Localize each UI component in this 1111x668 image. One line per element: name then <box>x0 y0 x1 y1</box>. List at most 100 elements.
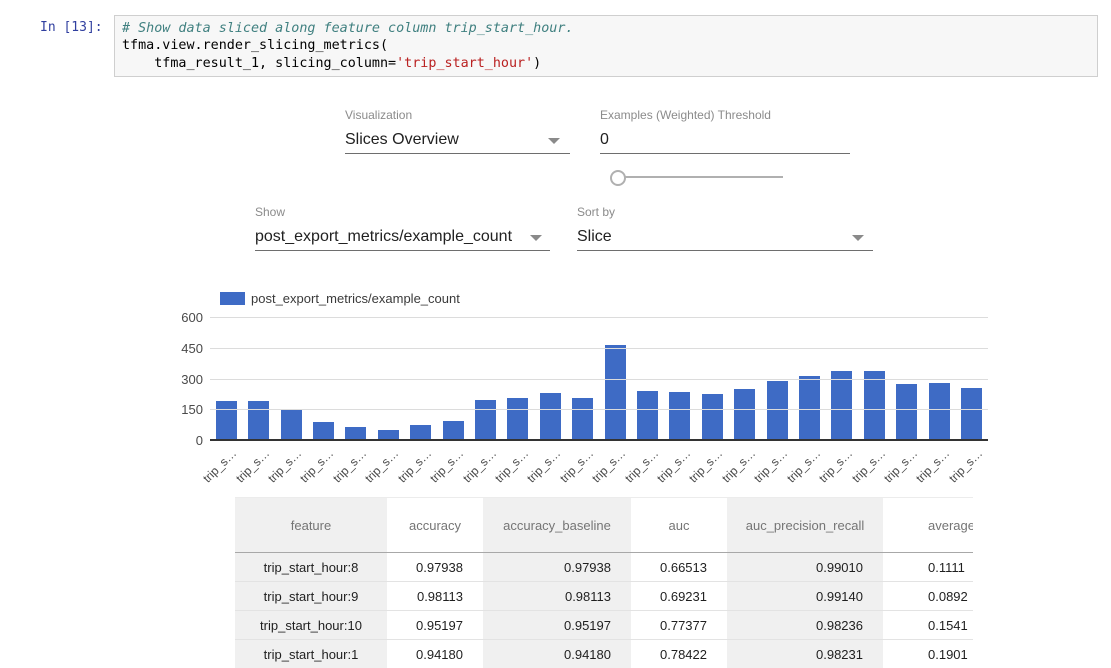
bar[interactable] <box>507 397 529 440</box>
column-header[interactable]: accuracy_baseline <box>483 497 631 553</box>
code-token: tfma.view.render_slicing_metrics( <box>122 38 389 54</box>
table-row[interactable]: trip_start_hour:9 0.98113 0.98113 0.69231 0.… <box>235 581 973 611</box>
gridline <box>210 378 988 380</box>
metric-cell: 0.77377 <box>631 610 727 640</box>
visualization-value[interactable]: Slices Overview <box>345 131 459 148</box>
sort-by-underline <box>577 250 873 251</box>
table-row[interactable]: trip_start_hour:8 0.97938 0.97938 0.66513 0.… <box>235 552 973 582</box>
bar[interactable] <box>669 391 691 440</box>
legend-label: post_export_metrics/example_count <box>251 291 460 306</box>
bar[interactable] <box>604 344 626 440</box>
table-row[interactable]: trip_start_hour:1 0.94180 0.94180 0.78422 0.… <box>235 639 973 668</box>
bar[interactable] <box>701 393 723 440</box>
visualization-underline <box>345 153 570 154</box>
table-body: trip_start_hour:8 0.97938 0.97938 0.66513 0.… <box>235 552 973 668</box>
y-axis-tick-label: 450 <box>181 340 203 356</box>
metric-cell: 0.66513 <box>660 559 707 575</box>
sort-by-label: Sort by <box>577 205 616 219</box>
metric-cell: 0.0892 <box>883 581 973 611</box>
threshold-label: Examples (Weighted) Threshold <box>600 108 771 122</box>
x-axis-line <box>210 439 988 441</box>
bar[interactable] <box>539 393 561 440</box>
bar[interactable] <box>961 387 983 440</box>
show-underline <box>255 250 550 251</box>
metric-cell: 0.99140 <box>727 581 883 611</box>
code-area[interactable]: # Show data sliced along feature column … <box>122 20 1090 72</box>
bar[interactable] <box>831 370 853 440</box>
bar[interactable] <box>928 382 950 440</box>
chevron-down-icon[interactable] <box>530 235 542 241</box>
table-row[interactable]: trip_start_hour:10 0.95197 0.95197 0.77377 0… <box>235 610 973 640</box>
metric-cell: 0.94180 <box>387 639 483 668</box>
bar[interactable] <box>799 375 821 440</box>
bar[interactable] <box>345 427 367 440</box>
code-token: ) <box>533 55 542 71</box>
metric-cell: 0.1901 <box>883 639 973 668</box>
code-line[interactable]: tfma_result_1, slicing_column='trip_star… <box>122 55 1090 72</box>
bar[interactable] <box>636 390 658 440</box>
show-label: Show <box>255 205 286 219</box>
visualization-select[interactable]: Visualization Slices Overview <box>345 108 459 149</box>
metric-cell: 0.94180 <box>483 639 631 668</box>
metric-cell: 0.95197 <box>387 610 483 640</box>
metric-cell: 0.1541 <box>883 610 973 640</box>
metric-cell: 0.98236 <box>727 610 883 640</box>
metric-cell: 0.99010 <box>727 552 883 582</box>
code-token: tfma_result_1, slicing_column= <box>122 55 397 71</box>
code-line[interactable]: # Show data sliced along feature column … <box>122 20 1090 37</box>
bar[interactable] <box>280 408 302 440</box>
gridline <box>210 317 988 318</box>
feature-cell: trip_start_hour:9 <box>235 581 387 611</box>
metric-cell: 0.97938 <box>483 552 631 582</box>
chevron-down-icon[interactable] <box>852 235 864 241</box>
bar[interactable] <box>215 401 237 440</box>
bar[interactable] <box>312 421 334 440</box>
bar[interactable] <box>572 397 594 440</box>
legend-swatch <box>220 292 245 305</box>
gridline <box>210 347 988 349</box>
feature-cell: trip_start_hour:1 <box>235 639 387 668</box>
code-token: # Show data sliced along feature column … <box>122 21 574 36</box>
y-axis-tick-label: 300 <box>181 371 203 387</box>
threshold-slider-knob[interactable] <box>610 170 626 186</box>
y-axis-tick-label: 0 <box>195 433 203 448</box>
bar[interactable] <box>442 420 464 440</box>
metrics-table: feature accuracy accuracy_baseline auc auc_p… <box>235 497 973 668</box>
feature-cell: trip_start_hour:8 <box>235 552 387 582</box>
table-head: feature accuracy accuracy_baseline auc auc_p… <box>235 497 973 553</box>
column-header[interactable]: average_loss <box>883 497 973 553</box>
bar[interactable] <box>734 388 756 440</box>
threshold-underline <box>600 153 850 154</box>
chevron-down-icon[interactable] <box>548 138 560 144</box>
show-select[interactable]: Show post_export_metrics/example_count <box>255 205 512 246</box>
column-header[interactable]: feature <box>235 497 387 553</box>
bar[interactable] <box>766 380 788 440</box>
metric-cell: 0.97938 <box>416 559 463 575</box>
bar[interactable] <box>474 399 496 440</box>
metric-cell: 0.69231 <box>631 581 727 611</box>
column-header[interactable]: auc_precision_recall <box>727 497 883 553</box>
visualization-label: Visualization <box>345 108 413 122</box>
bar[interactable] <box>248 401 270 440</box>
threshold-slider-track[interactable] <box>622 176 783 178</box>
threshold-input[interactable]: 0 <box>600 131 609 148</box>
sort-by-value[interactable]: Slice <box>577 228 612 245</box>
bar[interactable] <box>863 370 885 440</box>
code-line[interactable]: tfma.view.render_slicing_metrics( <box>122 37 1090 54</box>
bar[interactable] <box>410 425 432 440</box>
sort-by-select[interactable]: Sort by Slice <box>577 205 615 246</box>
show-value[interactable]: post_export_metrics/example_count <box>255 228 513 245</box>
metric-cell: 0.98113 <box>483 581 631 611</box>
bar[interactable] <box>896 383 918 440</box>
code-cell[interactable]: # Show data sliced along feature column … <box>114 15 1098 78</box>
code-token: 'trip_start_hour' <box>396 55 534 71</box>
column-header[interactable]: auc <box>631 497 727 553</box>
threshold-field[interactable]: Examples (Weighted) Threshold 0 <box>600 108 771 149</box>
bar-chart-plot <box>210 317 988 441</box>
column-header[interactable]: accuracy <box>387 497 483 553</box>
cell-prompt: In [13]: <box>40 20 103 35</box>
y-axis-tick-label: 600 <box>181 310 203 325</box>
y-axis-tick-label: 150 <box>181 402 203 418</box>
bar[interactable] <box>377 430 399 440</box>
